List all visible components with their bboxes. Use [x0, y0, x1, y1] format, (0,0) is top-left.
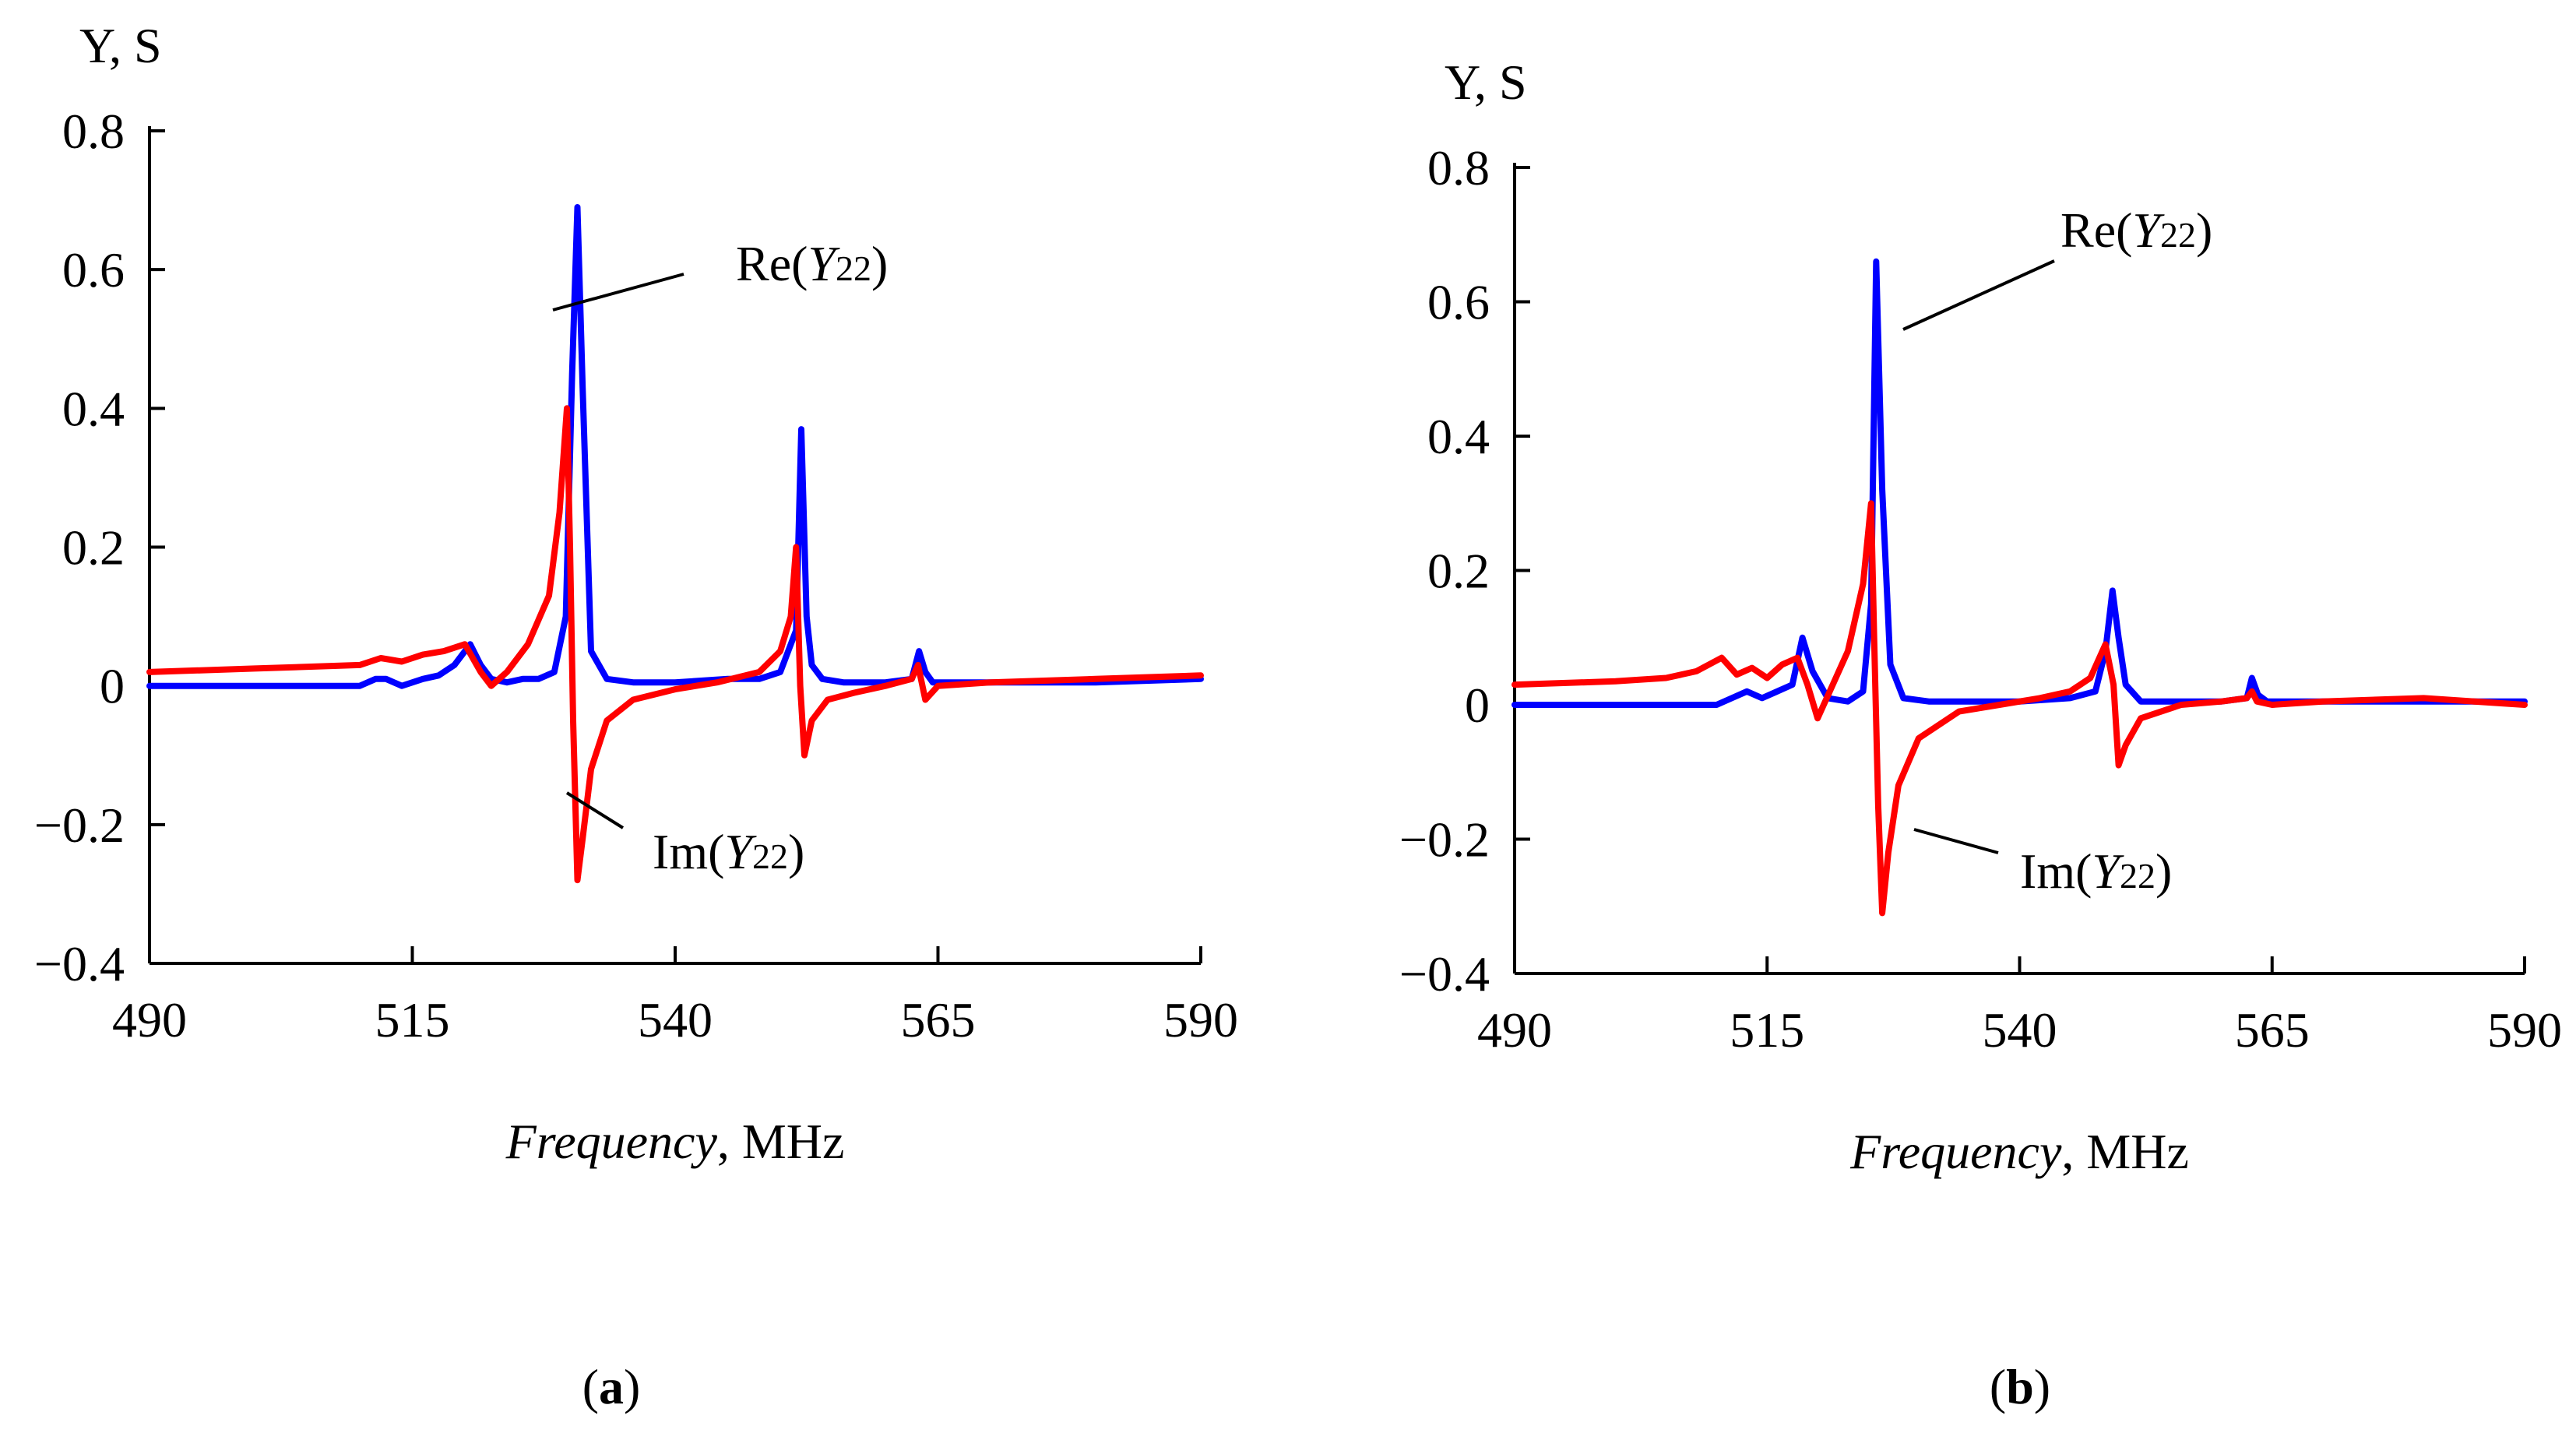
y-tick-label: 0.6 — [62, 242, 125, 298]
re-y22-leader-line — [1902, 259, 2055, 331]
im-y22-leader-line — [1913, 828, 1999, 854]
panel-label-b: (b) — [1990, 1359, 2050, 1414]
x-tick-label: 565 — [2235, 1002, 2310, 1058]
im-y22-annotation-main: Im( — [2020, 843, 2092, 899]
y-tick-label: −0.2 — [34, 797, 125, 853]
y-axis-label: Y, S — [1445, 55, 1527, 110]
x-axis-label-unit: , MHz — [717, 1114, 845, 1169]
x-tick-label: 540 — [638, 992, 713, 1047]
re-y22-annotation-main: Re( — [2060, 202, 2132, 258]
re-y22-annotation-main: Re( — [736, 236, 808, 291]
panel-label-letter: b — [2006, 1359, 2034, 1414]
y-tick-label: 0 — [1465, 678, 1490, 733]
panel-label-a: (a) — [582, 1359, 641, 1414]
y-tick-label: 0.2 — [1427, 544, 1490, 599]
x-tick-label: 590 — [1163, 992, 1238, 1047]
im-y22-annotation-close: ) — [2155, 843, 2172, 899]
x-axis-label: Frequency, MHz — [1849, 1124, 2189, 1179]
re-y22-leader-line — [552, 273, 684, 312]
y-tick-label: 0 — [100, 659, 125, 714]
y-tick-label: −0.4 — [1399, 946, 1490, 1002]
y-tick-label: 0.4 — [62, 381, 125, 436]
re-y22-annotation-close: ) — [2196, 202, 2212, 258]
re-y22-annotation-subscript: 22 — [836, 248, 871, 288]
y-tick-label: 0.8 — [62, 104, 125, 159]
x-tick-label: 565 — [901, 992, 976, 1047]
panel-label-open: ( — [582, 1359, 599, 1414]
x-tick-label: 490 — [112, 992, 187, 1047]
x-tick-label: 515 — [1730, 1002, 1804, 1058]
x-axis-label-quantity: Frequency — [505, 1114, 718, 1169]
im-y22-annotation: Im(Y22) — [653, 824, 804, 879]
y-axis-label: Y, S — [79, 18, 162, 73]
panel-label-open: ( — [1990, 1359, 2006, 1414]
x-tick-label: 540 — [1983, 1002, 2057, 1058]
y-tick-label: −0.4 — [34, 936, 125, 991]
y-tick-label: 0.4 — [1427, 409, 1490, 464]
re-y22-annotation-symbol: Y — [2132, 202, 2165, 258]
panel-label-close: ) — [624, 1359, 640, 1414]
x-tick-label: 590 — [2487, 1002, 2562, 1058]
panel-label-letter: a — [599, 1359, 624, 1414]
im-y22-annotation-close: ) — [788, 824, 804, 879]
series-line-re-y22 — [146, 204, 1204, 689]
im-y22-annotation-subscript: 22 — [752, 836, 788, 876]
y-tick-label: −0.2 — [1399, 812, 1490, 868]
re-y22-annotation: Re(Y22) — [736, 236, 888, 291]
series-line-re-y22 — [1511, 258, 2528, 708]
im-y22-leader-line — [565, 791, 625, 829]
y-tick-label: 0.6 — [1427, 275, 1490, 330]
re-y22-annotation-close: ) — [871, 236, 888, 291]
re-y22-annotation-symbol: Y — [808, 236, 840, 291]
y-tick-label: 0.2 — [62, 520, 125, 576]
im-y22-annotation-main: Im( — [653, 824, 724, 879]
panel-label-close: ) — [2034, 1359, 2050, 1414]
x-axis-label-unit: , MHz — [2061, 1124, 2189, 1179]
x-tick-label: 490 — [1477, 1002, 1552, 1058]
im-y22-annotation-subscript: 22 — [2120, 856, 2155, 896]
series-line-im-y22 — [1511, 500, 2528, 917]
y-tick-label: 0.8 — [1427, 140, 1490, 195]
im-y22-annotation-symbol: Y — [724, 824, 757, 879]
im-y22-annotation: Im(Y22) — [2020, 843, 2172, 899]
x-tick-label: 515 — [375, 992, 450, 1047]
x-axis-label-quantity: Frequency — [1849, 1124, 2062, 1179]
x-axis-label: Frequency, MHz — [505, 1114, 845, 1169]
series-line-im-y22 — [146, 405, 1204, 884]
im-y22-annotation-symbol: Y — [2092, 843, 2124, 899]
re-y22-annotation-subscript: 22 — [2160, 215, 2196, 255]
re-y22-annotation: Re(Y22) — [2060, 202, 2212, 258]
